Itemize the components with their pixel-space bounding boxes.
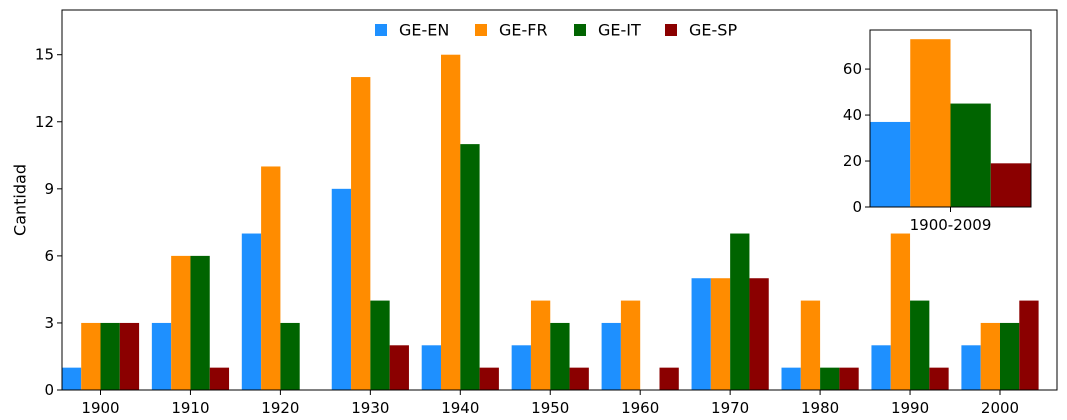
- x-tick-label: 1990: [891, 399, 929, 417]
- bar-ge-en-1960: [601, 322, 621, 390]
- legend-swatch-ge-sp: [665, 24, 677, 36]
- bar-ge-sp-1990: [929, 367, 949, 390]
- main-plot-frame: [61, 9, 1058, 391]
- bar-ge-fr-1900: [81, 322, 101, 390]
- bar-ge-it-1920: [280, 322, 300, 390]
- y-tick-label: 9: [44, 180, 54, 198]
- bar-ge-sp-1960: [659, 367, 679, 390]
- bar-ge-it-1970: [730, 233, 750, 390]
- bar-ge-it-1940: [460, 144, 480, 390]
- bar-ge-it-1900: [100, 322, 120, 390]
- inset-bar-ge-it: [950, 103, 991, 207]
- bar-ge-fr-1920: [261, 166, 281, 390]
- bar-ge-en-1900: [61, 367, 82, 390]
- bar-ge-it-1990: [910, 300, 930, 390]
- x-tick-label: 2000: [981, 399, 1019, 417]
- legend-label-ge-fr: GE-FR: [499, 21, 548, 40]
- bar-ge-en-1970: [691, 278, 711, 390]
- legend-swatch-ge-it: [574, 24, 586, 36]
- y-tick-label: 12: [35, 113, 54, 131]
- legend-swatch-ge-en: [375, 24, 387, 36]
- bar-ge-sp-1930: [389, 345, 409, 390]
- bar-ge-it-1930: [370, 300, 390, 390]
- bar-ge-it-1950: [550, 322, 570, 390]
- x-tick-label: 1900: [81, 399, 119, 417]
- y-axis-label: Cantidad: [11, 164, 30, 236]
- bar-ge-en-1950: [511, 345, 531, 390]
- bar-ge-sp-1970: [749, 278, 769, 390]
- bar-ge-fr-1990: [890, 233, 911, 390]
- bar-ge-fr-1980: [800, 300, 821, 390]
- bar-ge-fr-1940: [441, 54, 461, 391]
- legend-label-ge-en: GE-EN: [399, 21, 449, 40]
- bar-ge-en-1990: [871, 345, 891, 390]
- legend-label-ge-it: GE-IT: [598, 21, 641, 40]
- y-tick-label: 0: [44, 381, 54, 399]
- y-tick-label: 15: [35, 46, 54, 64]
- bar-ge-fr-1910: [171, 255, 191, 390]
- bar-ge-sp-1940: [479, 367, 499, 390]
- inset-bar-ge-fr: [910, 39, 951, 207]
- inset-bar-ge-en: [870, 121, 911, 207]
- x-tick-label: 1950: [531, 399, 569, 417]
- bar-ge-en-1930: [331, 188, 352, 390]
- bar-ge-fr-1930: [351, 77, 371, 390]
- x-tick-label: 1970: [711, 399, 749, 417]
- x-tick-label: 1960: [621, 399, 659, 417]
- inset-y-tick-label: 60: [843, 60, 862, 78]
- bar-ge-it-1910: [190, 255, 210, 390]
- bar-ge-fr-1970: [710, 278, 731, 390]
- inset-bar-ge-sp: [990, 163, 1031, 207]
- bar-ge-en-1910: [151, 322, 172, 390]
- bar-ge-en-1940: [421, 345, 441, 390]
- bar-ge-fr-1950: [530, 300, 551, 390]
- bar-ge-sp-1980: [839, 367, 859, 390]
- bar-ge-sp-1950: [569, 367, 589, 390]
- inset-y-tick-label: 40: [843, 106, 862, 124]
- x-tick-label: 1910: [171, 399, 209, 417]
- legend-swatch-ge-fr: [475, 24, 487, 36]
- y-tick-label: 3: [44, 314, 54, 332]
- x-tick-label: 1980: [801, 399, 839, 417]
- bar-ge-sp-1900: [119, 322, 140, 390]
- x-tick-label: 1940: [441, 399, 479, 417]
- bar-ge-fr-1960: [620, 300, 641, 390]
- x-tick-label: 1920: [261, 399, 299, 417]
- y-tick-label: 6: [44, 247, 54, 265]
- x-tick-label: 1930: [351, 399, 389, 417]
- bar-ge-it-1980: [820, 367, 840, 390]
- inset-x-tick-label: 1900-2009: [910, 216, 992, 234]
- bar-ge-sp-2000: [1019, 300, 1039, 390]
- bar-ge-sp-1910: [209, 367, 230, 390]
- bar-ge-en-1920: [241, 233, 262, 390]
- inset-y-tick-label: 0: [852, 198, 862, 216]
- bar-ge-en-2000: [961, 345, 981, 390]
- legend-label-ge-sp: GE-SP: [689, 21, 737, 40]
- bar-ge-fr-2000: [980, 322, 1000, 390]
- bar-ge-it-2000: [1000, 322, 1020, 390]
- inset-y-tick-label: 20: [843, 152, 862, 170]
- bar-ge-en-1980: [781, 367, 801, 390]
